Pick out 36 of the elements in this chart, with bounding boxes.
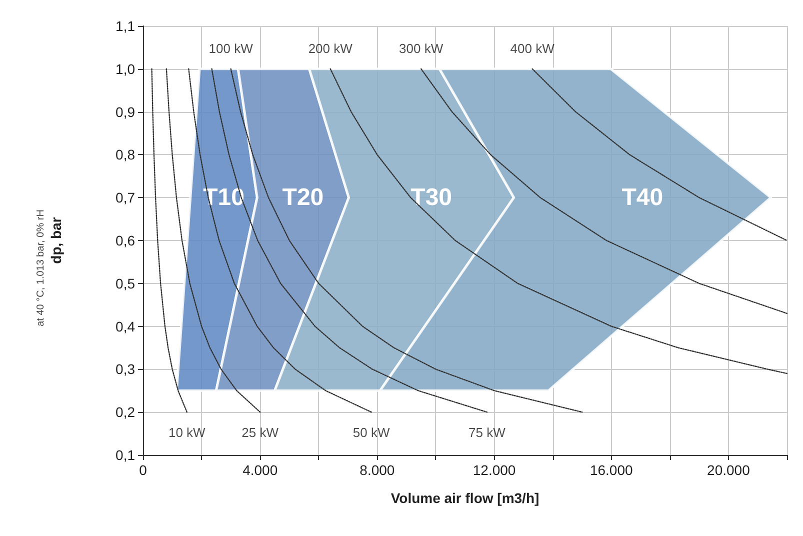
y-tick-label: 1,1: [116, 18, 136, 34]
series-label: T40: [622, 184, 664, 212]
line-series: [532, 68, 788, 242]
line-series: [151, 68, 188, 413]
y-tick-label: 0,5: [116, 275, 136, 292]
y-tick-label: 0,4: [116, 318, 136, 334]
annotation: 10 kW: [168, 425, 206, 440]
y-tick-label: 0,6: [116, 232, 136, 248]
y-tick-label: 0,1: [116, 447, 136, 463]
y-tick-label: 0,8: [116, 146, 136, 163]
annotation: 50 kW: [352, 425, 390, 440]
annotation: 200 kW: [308, 40, 354, 56]
x-tick-label: 4.000: [242, 462, 278, 478]
x-tick-label: 0: [139, 462, 148, 478]
x-tick-label: 16.000: [590, 462, 633, 478]
annotation: 400 kW: [510, 40, 556, 56]
y-tick-label: 0,9: [116, 104, 136, 120]
x-tick-label: 12.000: [472, 462, 516, 478]
annotation: 100 kW: [208, 40, 254, 56]
annotation: 25 kW: [242, 425, 280, 440]
x-tick-label: 20.000: [707, 462, 750, 478]
y-tick-label: 0,2: [116, 404, 136, 420]
line-series: [188, 68, 372, 413]
text: at 40 °C, 1.013 bar, 0% rH: [36, 210, 46, 326]
annotation: 75 kW: [468, 425, 506, 440]
series-label: T20: [282, 184, 324, 212]
y-tick-label: 0,7: [116, 190, 136, 206]
line-series: [166, 68, 261, 413]
y-tick-label: 0,3: [116, 361, 136, 378]
x-axis-title: Volume air flow [m3/h]: [390, 490, 540, 506]
line-series: [330, 68, 788, 374]
x-tick-label: 8.000: [360, 462, 395, 478]
y-axis-title: dp, bar: [48, 216, 64, 264]
series-label: T30: [410, 184, 452, 212]
y-tick-label: 1,0: [116, 60, 136, 77]
annotation: 300 kW: [399, 40, 444, 56]
